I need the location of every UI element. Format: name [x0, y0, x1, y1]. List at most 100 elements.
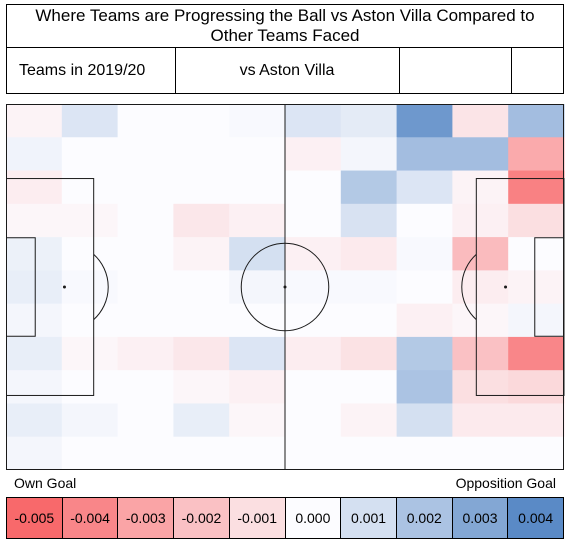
heatmap-cell — [6, 370, 63, 404]
heatmap-cell — [340, 336, 398, 371]
heatmap-cell — [229, 403, 286, 438]
heatmap-cell — [6, 270, 63, 305]
heatmap-cell — [340, 137, 398, 172]
heatmap-cell — [396, 170, 453, 205]
heatmap-cell — [61, 137, 119, 172]
heatmap-cell — [117, 104, 174, 138]
heatmap-cell — [452, 270, 509, 305]
header-blank-cell — [511, 48, 564, 93]
heatmap-cell — [508, 104, 565, 138]
heatmap-cell — [285, 137, 342, 172]
header-row: Teams in 2019/20 vs Aston Villa — [6, 48, 564, 94]
heatmap-cell — [61, 270, 119, 305]
pitch-heatmap — [5, 104, 571, 471]
own-goal-label: Own Goal — [14, 475, 77, 491]
heatmap-cell — [396, 237, 453, 271]
heatmap-cell — [508, 403, 565, 438]
heatmap-cell — [117, 170, 174, 205]
heatmap-cell — [117, 436, 174, 471]
heatmap-cell — [452, 137, 509, 172]
heatmap-cell — [6, 203, 63, 238]
chart-title: Where Teams are Progressing the Ball vs … — [6, 4, 564, 48]
heatmap-cell — [117, 370, 174, 404]
heatmap-cell — [340, 403, 398, 438]
heatmap-cell — [173, 203, 230, 238]
heatmap-cell — [340, 203, 398, 238]
heatmap-cell — [452, 170, 509, 205]
heatmap-cell — [452, 203, 509, 238]
heatmap-cell — [229, 336, 286, 371]
heatmap-cell — [6, 170, 63, 205]
heatmap-cell — [173, 104, 230, 138]
heatmap-cell — [229, 270, 286, 305]
right-six-yard-box — [534, 237, 565, 337]
heatmap-cell — [61, 303, 119, 338]
header-blank-cell — [399, 48, 511, 93]
heatmap-cell — [340, 170, 398, 205]
heatmap-cell — [396, 403, 453, 438]
heatmap-cell — [173, 237, 230, 271]
heatmap-cell — [508, 137, 565, 172]
heatmap-cell — [173, 170, 230, 205]
heatmap-cell — [6, 303, 63, 338]
heatmap-cell — [173, 403, 230, 438]
heatmap-cell — [396, 303, 453, 338]
heatmap-cell — [285, 270, 342, 305]
heatmap-cell — [61, 336, 119, 371]
header-divider — [511, 48, 512, 93]
heatmap-cell — [452, 336, 509, 371]
heatmap-cell — [508, 336, 565, 371]
heatmap-cell — [61, 403, 119, 438]
heatmap-cell — [61, 203, 119, 238]
right-penalty-spot — [504, 285, 508, 289]
heatmap-cell — [229, 170, 286, 205]
centre-spot — [283, 285, 287, 289]
left-penalty-arc — [93, 254, 109, 320]
heatmap-cell — [173, 436, 230, 471]
heatmap-cell — [173, 370, 230, 404]
color-scale-legend: -0.005 -0.004 -0.003 -0.002 -0.001 0.000 0.001… — [6, 497, 565, 539]
legend-scale-cell: 0.003 — [452, 498, 509, 538]
heatmap-cell — [61, 436, 119, 471]
heatmap-cell — [452, 303, 509, 338]
heatmap-cell — [452, 403, 509, 438]
heatmap-cell — [508, 203, 565, 238]
heatmap-cell — [173, 270, 230, 305]
heatmap-cell — [6, 104, 63, 138]
heatmap-cell — [285, 170, 342, 205]
heatmap-cell — [396, 104, 453, 138]
heatmap-cell — [452, 370, 509, 404]
heatmap-cell — [117, 137, 174, 172]
heatmap-cell — [508, 270, 565, 305]
chart-title-text: Where Teams are Progressing the Ball vs … — [35, 6, 535, 45]
heatmap-cell — [229, 203, 286, 238]
legend-scale-cell: -0.002 — [174, 498, 230, 538]
heatmap-cell — [285, 336, 342, 371]
heatmap-cell — [117, 203, 174, 238]
heatmap-cell — [508, 370, 565, 404]
left-six-yard-box — [5, 237, 36, 337]
legend-scale-cell: 0.001 — [341, 498, 397, 538]
heatmap-cell — [508, 237, 565, 271]
heatmap-cell — [452, 237, 509, 271]
heatmap-cell — [6, 137, 63, 172]
legend-scale-cell: -0.003 — [118, 498, 175, 538]
heatmap-cell — [229, 237, 286, 271]
heatmap-cell — [396, 336, 453, 371]
heatmap-cell — [173, 303, 230, 338]
heatmap-cell — [117, 237, 174, 271]
legend-scale-cell: -0.001 — [229, 498, 286, 538]
heatmap-cell — [229, 370, 286, 404]
heatmap-cell — [285, 104, 342, 138]
legend-scale-cell: -0.005 — [7, 498, 63, 538]
heatmap-cell — [6, 436, 63, 471]
heatmap-cell — [229, 104, 286, 138]
legend-direction-labels: Own Goal Opposition Goal — [6, 474, 564, 494]
legend-scale-cell: -0.004 — [62, 498, 119, 538]
heatmap-cell — [396, 370, 453, 404]
heatmap-cell — [396, 436, 453, 471]
heatmap-cell — [396, 270, 453, 305]
heatmap-cell — [340, 370, 398, 404]
heatmap-cell — [508, 303, 565, 338]
heatmap-cell — [340, 303, 398, 338]
